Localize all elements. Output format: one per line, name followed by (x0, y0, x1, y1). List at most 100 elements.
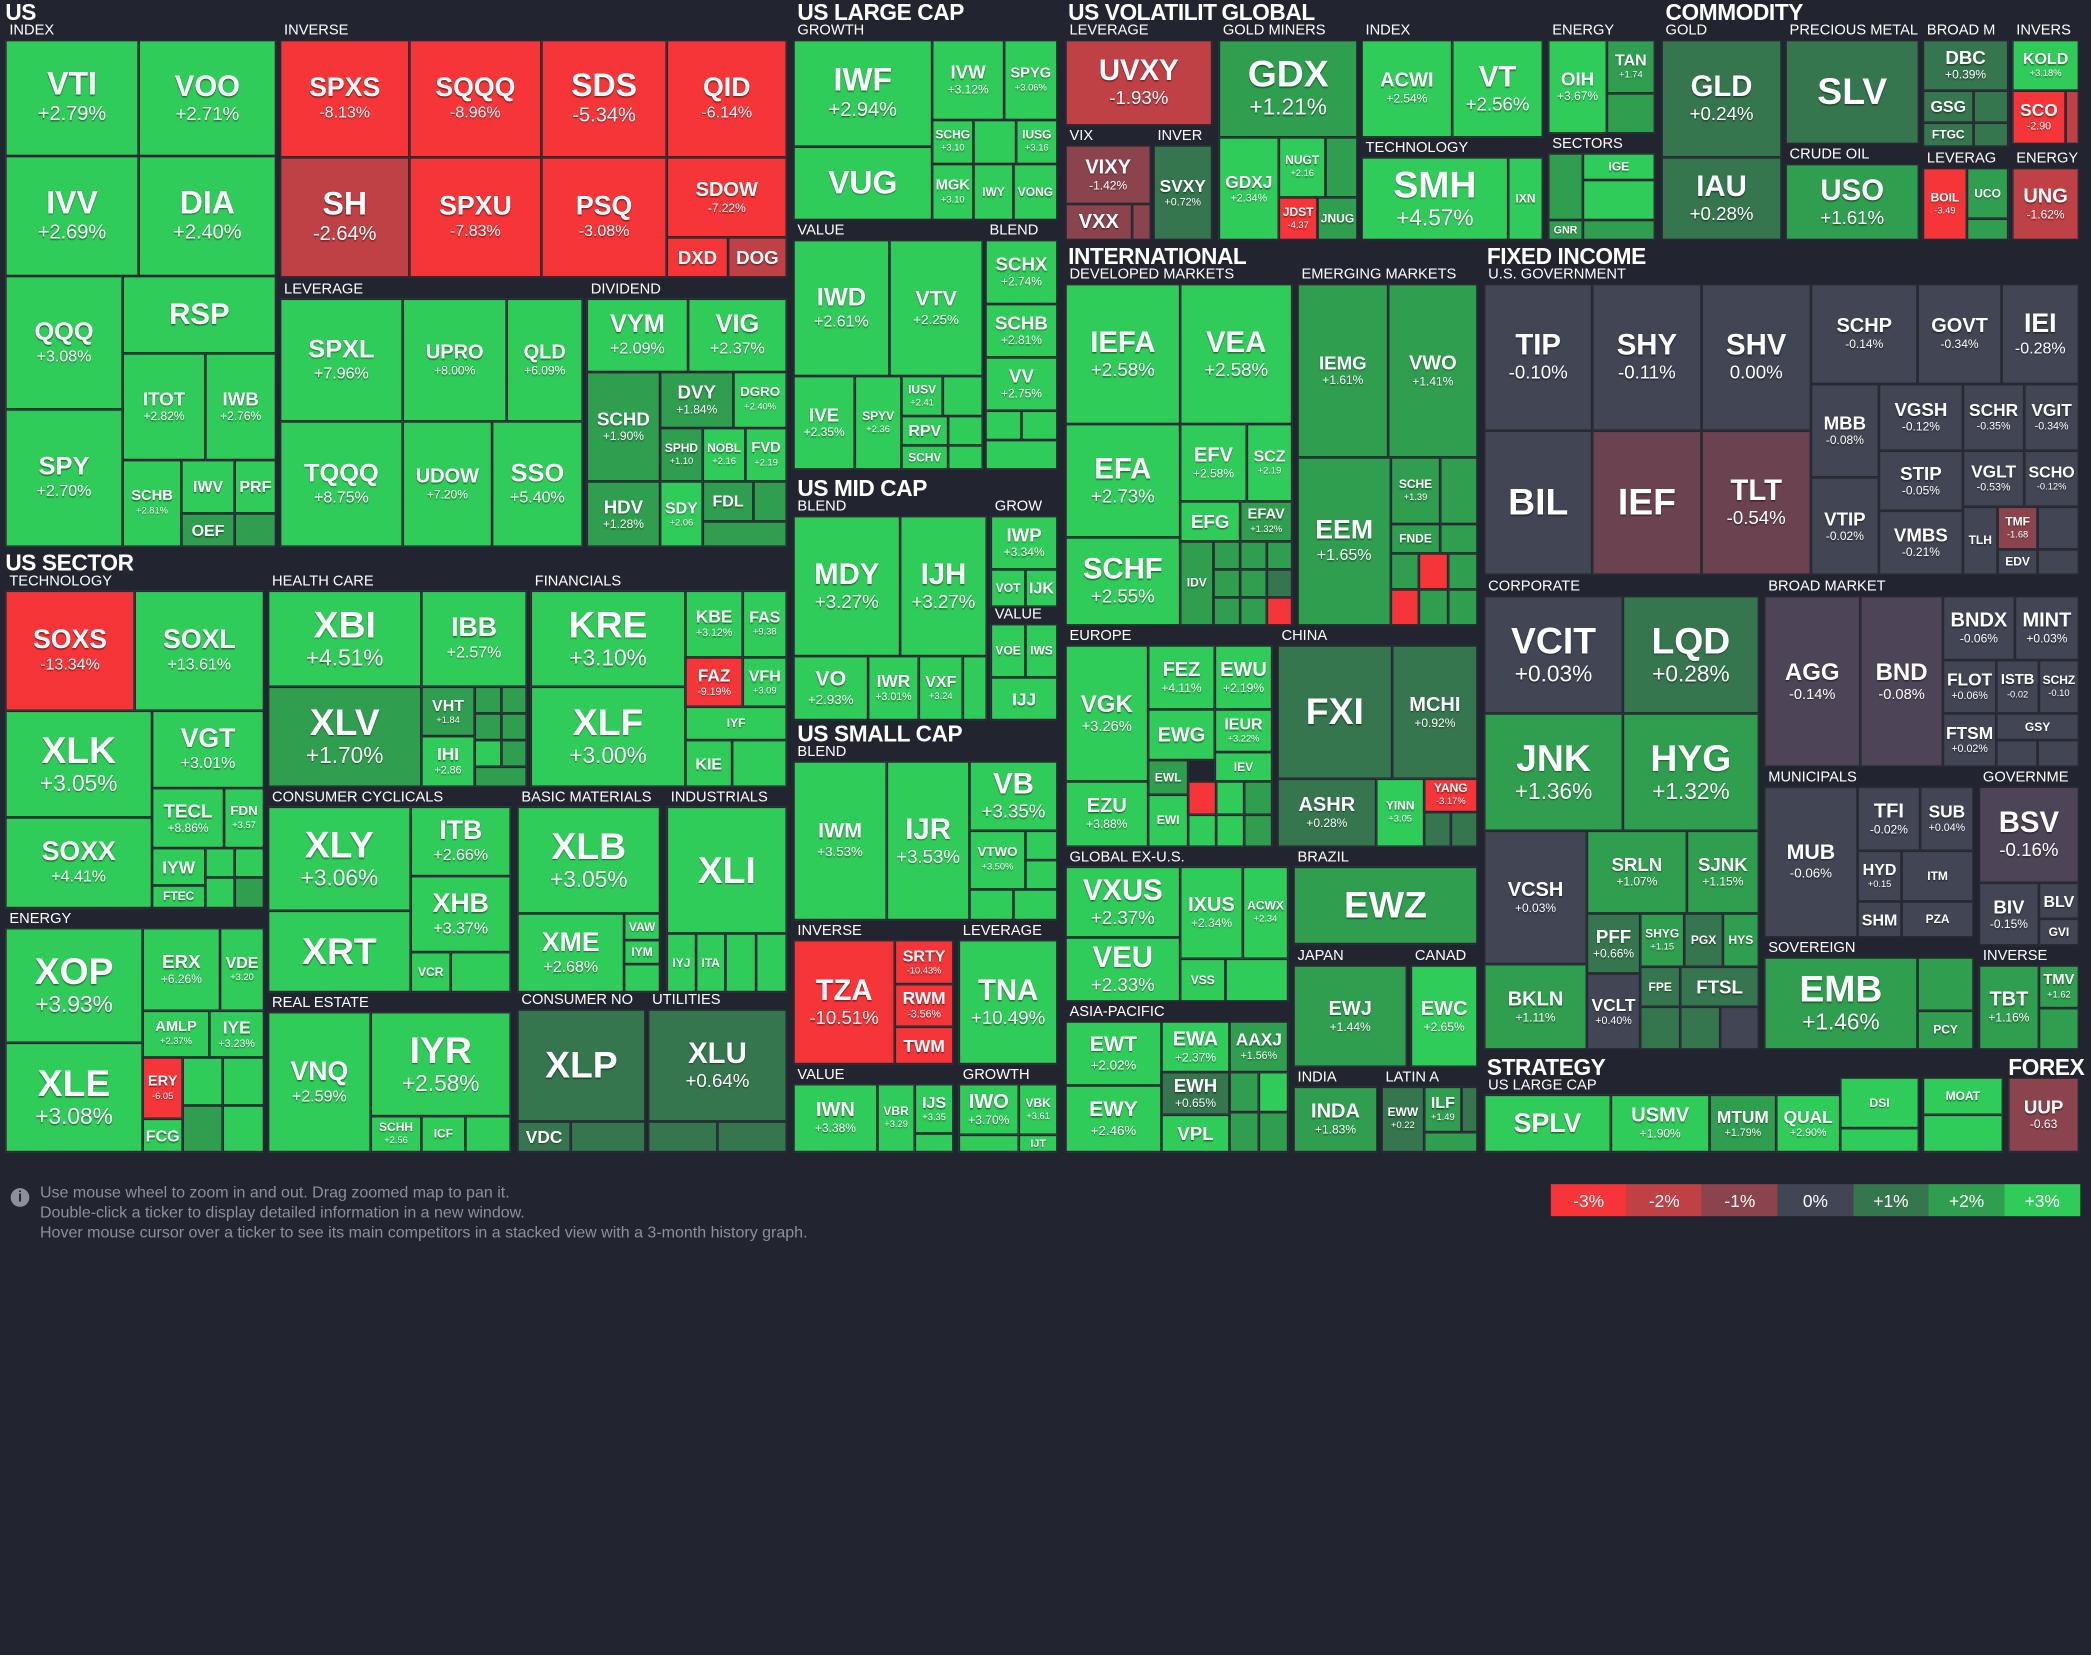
ticker-tile[interactable] (205, 848, 235, 878)
ticker-tile[interactable]: BKLN +1.11% (1484, 964, 1587, 1050)
ticker-tile[interactable]: GLD +0.24% (1661, 40, 1782, 158)
ticker-tile[interactable]: VTI +2.79% (5, 40, 139, 157)
ticker-tile[interactable]: IGE (1582, 153, 1655, 181)
ticker-tile[interactable]: VV +2.75% (985, 357, 1058, 411)
ticker-tile[interactable] (1213, 569, 1241, 598)
ticker-tile[interactable] (1922, 1114, 2003, 1153)
ticker-tile[interactable]: UVXY -1.93% (1065, 40, 1213, 126)
ticker-tile[interactable]: IVW +3.12% (932, 40, 1005, 121)
ticker-tile[interactable]: IWN +3.38% (793, 1084, 878, 1153)
ticker-tile[interactable]: SCHF +2.55% (1065, 537, 1181, 626)
ticker-tile[interactable]: ERX +6.26% (142, 928, 221, 1011)
ticker-tile[interactable] (958, 1134, 1019, 1153)
ticker-tile[interactable]: IVV +2.69% (5, 156, 139, 277)
ticker-tile[interactable]: EWU +2.19% (1214, 645, 1273, 710)
ticker-tile[interactable]: SDY +2.06 (660, 481, 703, 547)
ticker-tile[interactable] (1229, 1072, 1259, 1113)
ticker-tile[interactable]: VGIT -0.34% (2024, 384, 2079, 451)
ticker-tile[interactable]: GSY (1996, 713, 2079, 741)
ticker-tile[interactable]: TLT -0.54% (1701, 430, 1811, 575)
ticker-tile[interactable] (1418, 553, 1449, 590)
ticker-tile[interactable]: XLE +3.08% (5, 1042, 143, 1153)
ticker-tile[interactable]: IJK (1025, 569, 1058, 607)
ticker-tile[interactable]: TZA -10.51% (793, 940, 895, 1065)
ticker-tile[interactable]: DIA +2.40% (138, 156, 277, 277)
ticker-tile[interactable] (648, 1121, 718, 1153)
ticker-tile[interactable]: VFH +3.09 (742, 657, 787, 707)
ticker-tile[interactable]: IWB +2.76% (205, 353, 277, 461)
ticker-tile[interactable]: XOP +3.93% (5, 928, 143, 1043)
ticker-tile[interactable]: TLH (1962, 506, 1998, 575)
ticker-tile[interactable]: HYS (1722, 913, 1759, 967)
ticker-tile[interactable] (205, 877, 235, 909)
ticker-tile[interactable]: SPY +2.70% (5, 409, 123, 547)
ticker-tile[interactable] (1418, 589, 1449, 626)
ticker-tile[interactable] (222, 1105, 265, 1153)
ticker-tile[interactable]: BLV (2038, 882, 2079, 919)
ticker-tile[interactable]: SHM (1857, 901, 1902, 938)
ticker-tile[interactable]: RSP (122, 276, 277, 354)
ticker-tile[interactable]: RPV (901, 416, 949, 446)
ticker-tile[interactable]: IBB +2.57% (421, 590, 527, 687)
ticker-tile[interactable] (1244, 781, 1273, 815)
ticker-tile[interactable]: IYM (624, 940, 661, 965)
ticker-tile[interactable]: SOXS -13.34% (5, 590, 135, 711)
ticker-tile[interactable]: GSG (1922, 90, 1974, 123)
ticker-tile[interactable]: BIV -0.15% (1978, 882, 2039, 946)
ticker-tile[interactable]: MGK +3.10 (932, 164, 974, 221)
ticker-tile[interactable] (1213, 597, 1241, 626)
ticker-tile[interactable] (1258, 1072, 1289, 1113)
ticker-tile[interactable] (182, 1105, 223, 1153)
ticker-tile[interactable]: FVD +2.19 (745, 428, 787, 482)
ticker-tile[interactable]: VCIT +0.03% (1484, 596, 1623, 714)
ticker-tile[interactable]: IWV (181, 460, 235, 514)
ticker-tile[interactable]: MTUM +1.79% (1709, 1094, 1777, 1153)
ticker-tile[interactable]: VIG +2.37% (688, 298, 787, 373)
ticker-tile[interactable]: TNA +10.49% (958, 940, 1058, 1065)
ticker-tile[interactable]: VSS (1180, 958, 1226, 1002)
ticker-tile[interactable]: VIXY -1.42% (1065, 145, 1151, 205)
ticker-tile[interactable]: ITOT +2.82% (122, 353, 206, 461)
ticker-tile[interactable]: GOVT -0.34% (1917, 284, 2002, 385)
ticker-tile[interactable]: DVY +1.84% (660, 372, 734, 429)
ticker-tile[interactable]: XHB +3.37% (410, 876, 511, 953)
ticker-tile[interactable] (1440, 524, 1478, 554)
ticker-tile[interactable] (222, 1057, 265, 1106)
ticker-tile[interactable]: BNDX -0.06% (1942, 596, 2015, 661)
ticker-tile[interactable]: XME +2.68% (517, 913, 625, 993)
ticker-tile[interactable]: SPXL +7.96% (280, 298, 403, 422)
ticker-tile[interactable]: VUG (793, 146, 933, 221)
ticker-tile[interactable]: VMBS -0.21% (1878, 510, 1963, 575)
ticker-tile[interactable]: AAXJ +1.56% (1229, 1021, 1289, 1073)
ticker-tile[interactable]: SHV 0.00% (1701, 284, 1811, 431)
ticker-tile[interactable] (474, 713, 502, 741)
ticker-tile[interactable]: GVI (2038, 918, 2079, 946)
ticker-tile[interactable]: VCLT +0.40% (1586, 973, 1641, 1050)
ticker-tile[interactable] (942, 376, 983, 417)
ticker-tile[interactable]: NUGT +2.16 (1278, 137, 1326, 198)
ticker-tile[interactable] (234, 513, 277, 547)
ticker-tile[interactable]: PGX (1684, 913, 1723, 967)
ticker-tile[interactable]: SOXL +13.61% (134, 590, 265, 711)
ticker-tile[interactable]: IHI +2.86 (421, 736, 475, 787)
ticker-tile[interactable]: TFI -0.02% (1857, 786, 1921, 851)
ticker-tile[interactable]: EWG (1148, 709, 1215, 761)
ticker-tile[interactable]: DGRO +2.40% (733, 372, 787, 429)
ticker-tile[interactable]: MDY +3.27% (793, 516, 901, 657)
ticker-tile[interactable]: IEF (1592, 430, 1702, 575)
ticker-tile[interactable] (1720, 1006, 1759, 1050)
ticker-tile[interactable]: MINT +0.03% (2014, 596, 2079, 661)
ticker-tile[interactable]: PZA (1901, 901, 1974, 938)
ticker-tile[interactable]: EWY +2.46% (1065, 1085, 1162, 1153)
ticker-tile[interactable]: VGT +3.01% (152, 710, 265, 789)
ticker-tile[interactable]: XLP (517, 1009, 646, 1122)
ticker-tile[interactable]: VOT (990, 569, 1026, 607)
ticker-tile[interactable]: VO +2.93% (793, 656, 869, 721)
ticker-tile[interactable]: IWO +3.70% (958, 1084, 1019, 1135)
ticker-tile[interactable]: VAW (624, 913, 661, 941)
ticker-tile[interactable] (1548, 153, 1583, 221)
ticker-tile[interactable]: UUP -0.63 (2008, 1077, 2079, 1153)
ticker-tile[interactable] (1448, 589, 1478, 626)
ticker-tile[interactable]: TMV +1.62 (2038, 965, 2079, 1009)
ticker-tile[interactable]: SPXU -7.83% (409, 157, 542, 278)
